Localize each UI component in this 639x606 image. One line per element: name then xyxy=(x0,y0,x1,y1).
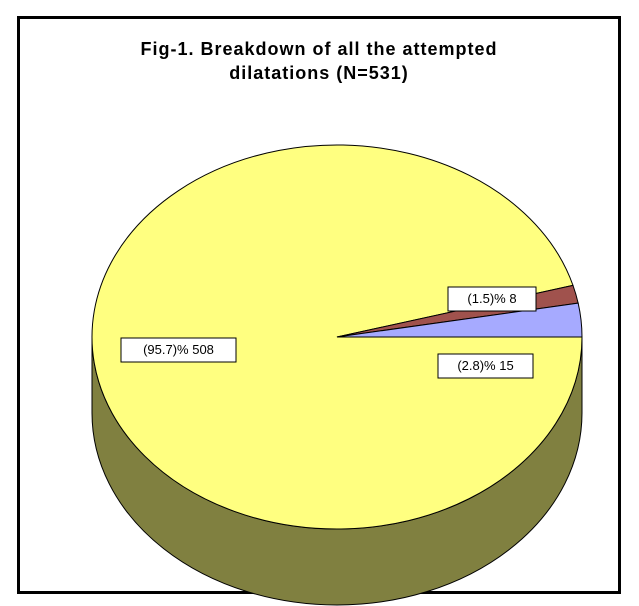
pie-label-text-0: (95.7)% 508 xyxy=(143,342,214,357)
pie-label-text-2: (2.8)% 15 xyxy=(457,358,513,373)
pie-label-1: (1.5)% 8 xyxy=(447,286,537,312)
pie-top-faces xyxy=(91,144,583,530)
pie-label-0: (95.7)% 508 xyxy=(120,337,237,363)
chart-title-line-1: Fig-1. Breakdown of all the attempted xyxy=(140,39,498,59)
chart-title-line-2: dilatations (N=531) xyxy=(229,63,409,83)
chart-title: Fig-1. Breakdown of all the attempted di… xyxy=(20,37,618,85)
pie-label-text-1: (1.5)% 8 xyxy=(467,291,516,306)
pie-data-labels: (95.7)% 508 (1.5)% 8 (2.8)% 15 xyxy=(120,286,537,379)
pie-slice-2 xyxy=(336,302,583,338)
pie-label-2: (2.8)% 15 xyxy=(437,353,534,379)
